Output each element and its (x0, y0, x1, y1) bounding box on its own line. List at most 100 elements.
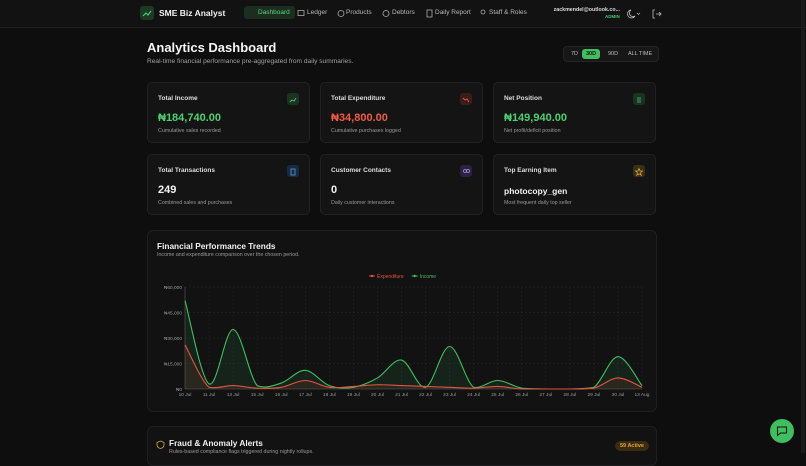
nav-item[interactable]: Debtors (392, 9, 415, 16)
card-icon (633, 93, 645, 105)
x-tick-label: 17 Jul (299, 392, 312, 398)
x-tick-label: 10 Jul (179, 392, 192, 398)
card-icon (287, 93, 299, 105)
icon (290, 168, 296, 176)
alerts-title: Fraud & Anomaly Alerts (169, 438, 263, 448)
card-icon (460, 165, 472, 177)
chart-subtitle: Income and expenditure comparison over t… (157, 252, 300, 258)
card-title: Total Expenditure (331, 95, 386, 102)
card-caption: Most frequent daily top seller (504, 200, 572, 206)
series-line (184, 344, 643, 390)
alerts-subtitle: Rules-based compliance flags triggered d… (169, 449, 314, 455)
x-tick-label: 26 Jul (515, 392, 528, 398)
x-tick-label: 27 Jul (539, 392, 552, 398)
x-tick-label: 21 Jul (395, 392, 408, 398)
brand[interactable]: SME Biz Analyst (159, 8, 226, 18)
icon (289, 97, 297, 103)
x-tick-label: 23 Jul (443, 392, 456, 398)
legend-dot (370, 274, 374, 278)
x-tick-label: 22 Jul (419, 392, 432, 398)
x-tick-label: 11 Jul (203, 392, 215, 398)
x-tick-label: 24 Jul (467, 392, 480, 398)
x-tick-label: 15 Jul (251, 392, 264, 398)
card-value: 0 (331, 184, 338, 196)
y-tick-label: ₦0 (176, 387, 182, 393)
icon (463, 169, 470, 173)
card-caption: Net profit/deficit position (504, 128, 561, 134)
card-value: ₦149,940.00 (504, 112, 567, 124)
legend-label: Expenditure (377, 274, 404, 280)
user-role: ADMIN (605, 14, 620, 19)
stat-card: Total Transactions 249 Combined sales an… (147, 154, 310, 215)
series-line (184, 300, 643, 390)
logo[interactable] (140, 6, 154, 20)
card-caption: Cumulative sales recorded (158, 128, 221, 134)
chat-icon (776, 426, 788, 437)
x-tick-label: 28 Jul (563, 392, 576, 398)
card-title: Total Income (158, 95, 198, 102)
stat-card: Net Position ₦149,940.00 Net profit/defi… (493, 82, 656, 143)
stat-card: Customer Contacts 0 Daily customer inter… (320, 154, 483, 215)
stat-card: Total Income ₦184,740.00 Cumulative sale… (147, 82, 310, 143)
x-tick-label: 30 Jul (612, 392, 625, 398)
card-value: ₦184,740.00 (158, 112, 221, 124)
x-tick-label: 13 Jul (227, 392, 240, 398)
nav-item[interactable]: Daily Report (435, 9, 471, 16)
icon (462, 97, 470, 103)
x-tick-label: 16 Jul (275, 392, 288, 398)
period-button[interactable]: 7D (571, 51, 579, 57)
card-title: Total Transactions (158, 167, 215, 174)
y-tick-label: ₦60,000 (164, 285, 182, 291)
card-icon (460, 93, 472, 105)
icon (637, 97, 641, 103)
logo-icon (142, 10, 152, 17)
series-area (185, 300, 642, 389)
card-caption: Cumulative purchases logged (331, 128, 401, 134)
card-value: 249 (158, 184, 177, 196)
x-tick-label: 19 Jul (347, 392, 360, 398)
period-button[interactable]: 30D (582, 49, 601, 59)
card-caption: Combined sales and purchases (158, 200, 233, 206)
y-tick-label: ₦45,000 (164, 310, 182, 316)
card-value: ₦34,800.00 (331, 112, 388, 124)
y-tick-label: ₦15,000 (164, 361, 182, 367)
nav-item[interactable]: Staff & Roles (489, 9, 527, 16)
x-tick-label: 20 Jul (371, 392, 384, 398)
card-icon (287, 165, 299, 177)
card-title: Customer Contacts (331, 167, 391, 174)
icon (634, 167, 644, 177)
card-title: Net Position (504, 95, 542, 102)
stat-card: Total Expenditure ₦34,800.00 Cumulative … (320, 82, 483, 143)
nav-item[interactable]: Products (346, 9, 372, 16)
x-tick-label: 25 Jul (491, 392, 504, 398)
chart-panel (147, 230, 657, 412)
user-actions[interactable] (625, 8, 665, 20)
scrollbar (801, 0, 805, 453)
stat-card: Top Earning Item photocopy_gen Most freq… (493, 154, 656, 215)
period-button[interactable]: 90D (608, 51, 619, 57)
x-tick-label: 13 Aug (635, 392, 650, 398)
card-value: photocopy_gen (504, 186, 568, 196)
card-title: Top Earning Item (504, 167, 557, 174)
top-bar (0, 0, 806, 28)
nav-item[interactable]: Dashboard (244, 6, 295, 19)
y-tick-label: ₦30,000 (164, 336, 182, 342)
user-email: zackmendel@outlook.co... (553, 7, 620, 13)
chat-button[interactable] (770, 419, 794, 443)
legend-label: Income (420, 274, 437, 280)
page-title: Analytics Dashboard (147, 40, 277, 55)
alert-icon (156, 440, 165, 449)
x-tick-label: 18 Jul (323, 392, 336, 398)
page-subtitle: Real-time financial performance pre-aggr… (147, 58, 354, 65)
legend-dot (413, 274, 416, 278)
nav-item[interactable]: Ledger (307, 9, 328, 16)
nav-icons (297, 9, 486, 18)
card-icon (633, 165, 645, 177)
alerts-badge: 59 Active (615, 441, 649, 451)
period-button[interactable]: ALL TIME (628, 51, 653, 57)
chart-title: Financial Performance Trends (157, 241, 276, 251)
card-caption: Daily customer interactions (331, 200, 395, 206)
chart: ₦0 ₦15,000 ₦30,000 ₦45,000 ₦60,000 10 Jul 11 J… (164, 274, 650, 398)
